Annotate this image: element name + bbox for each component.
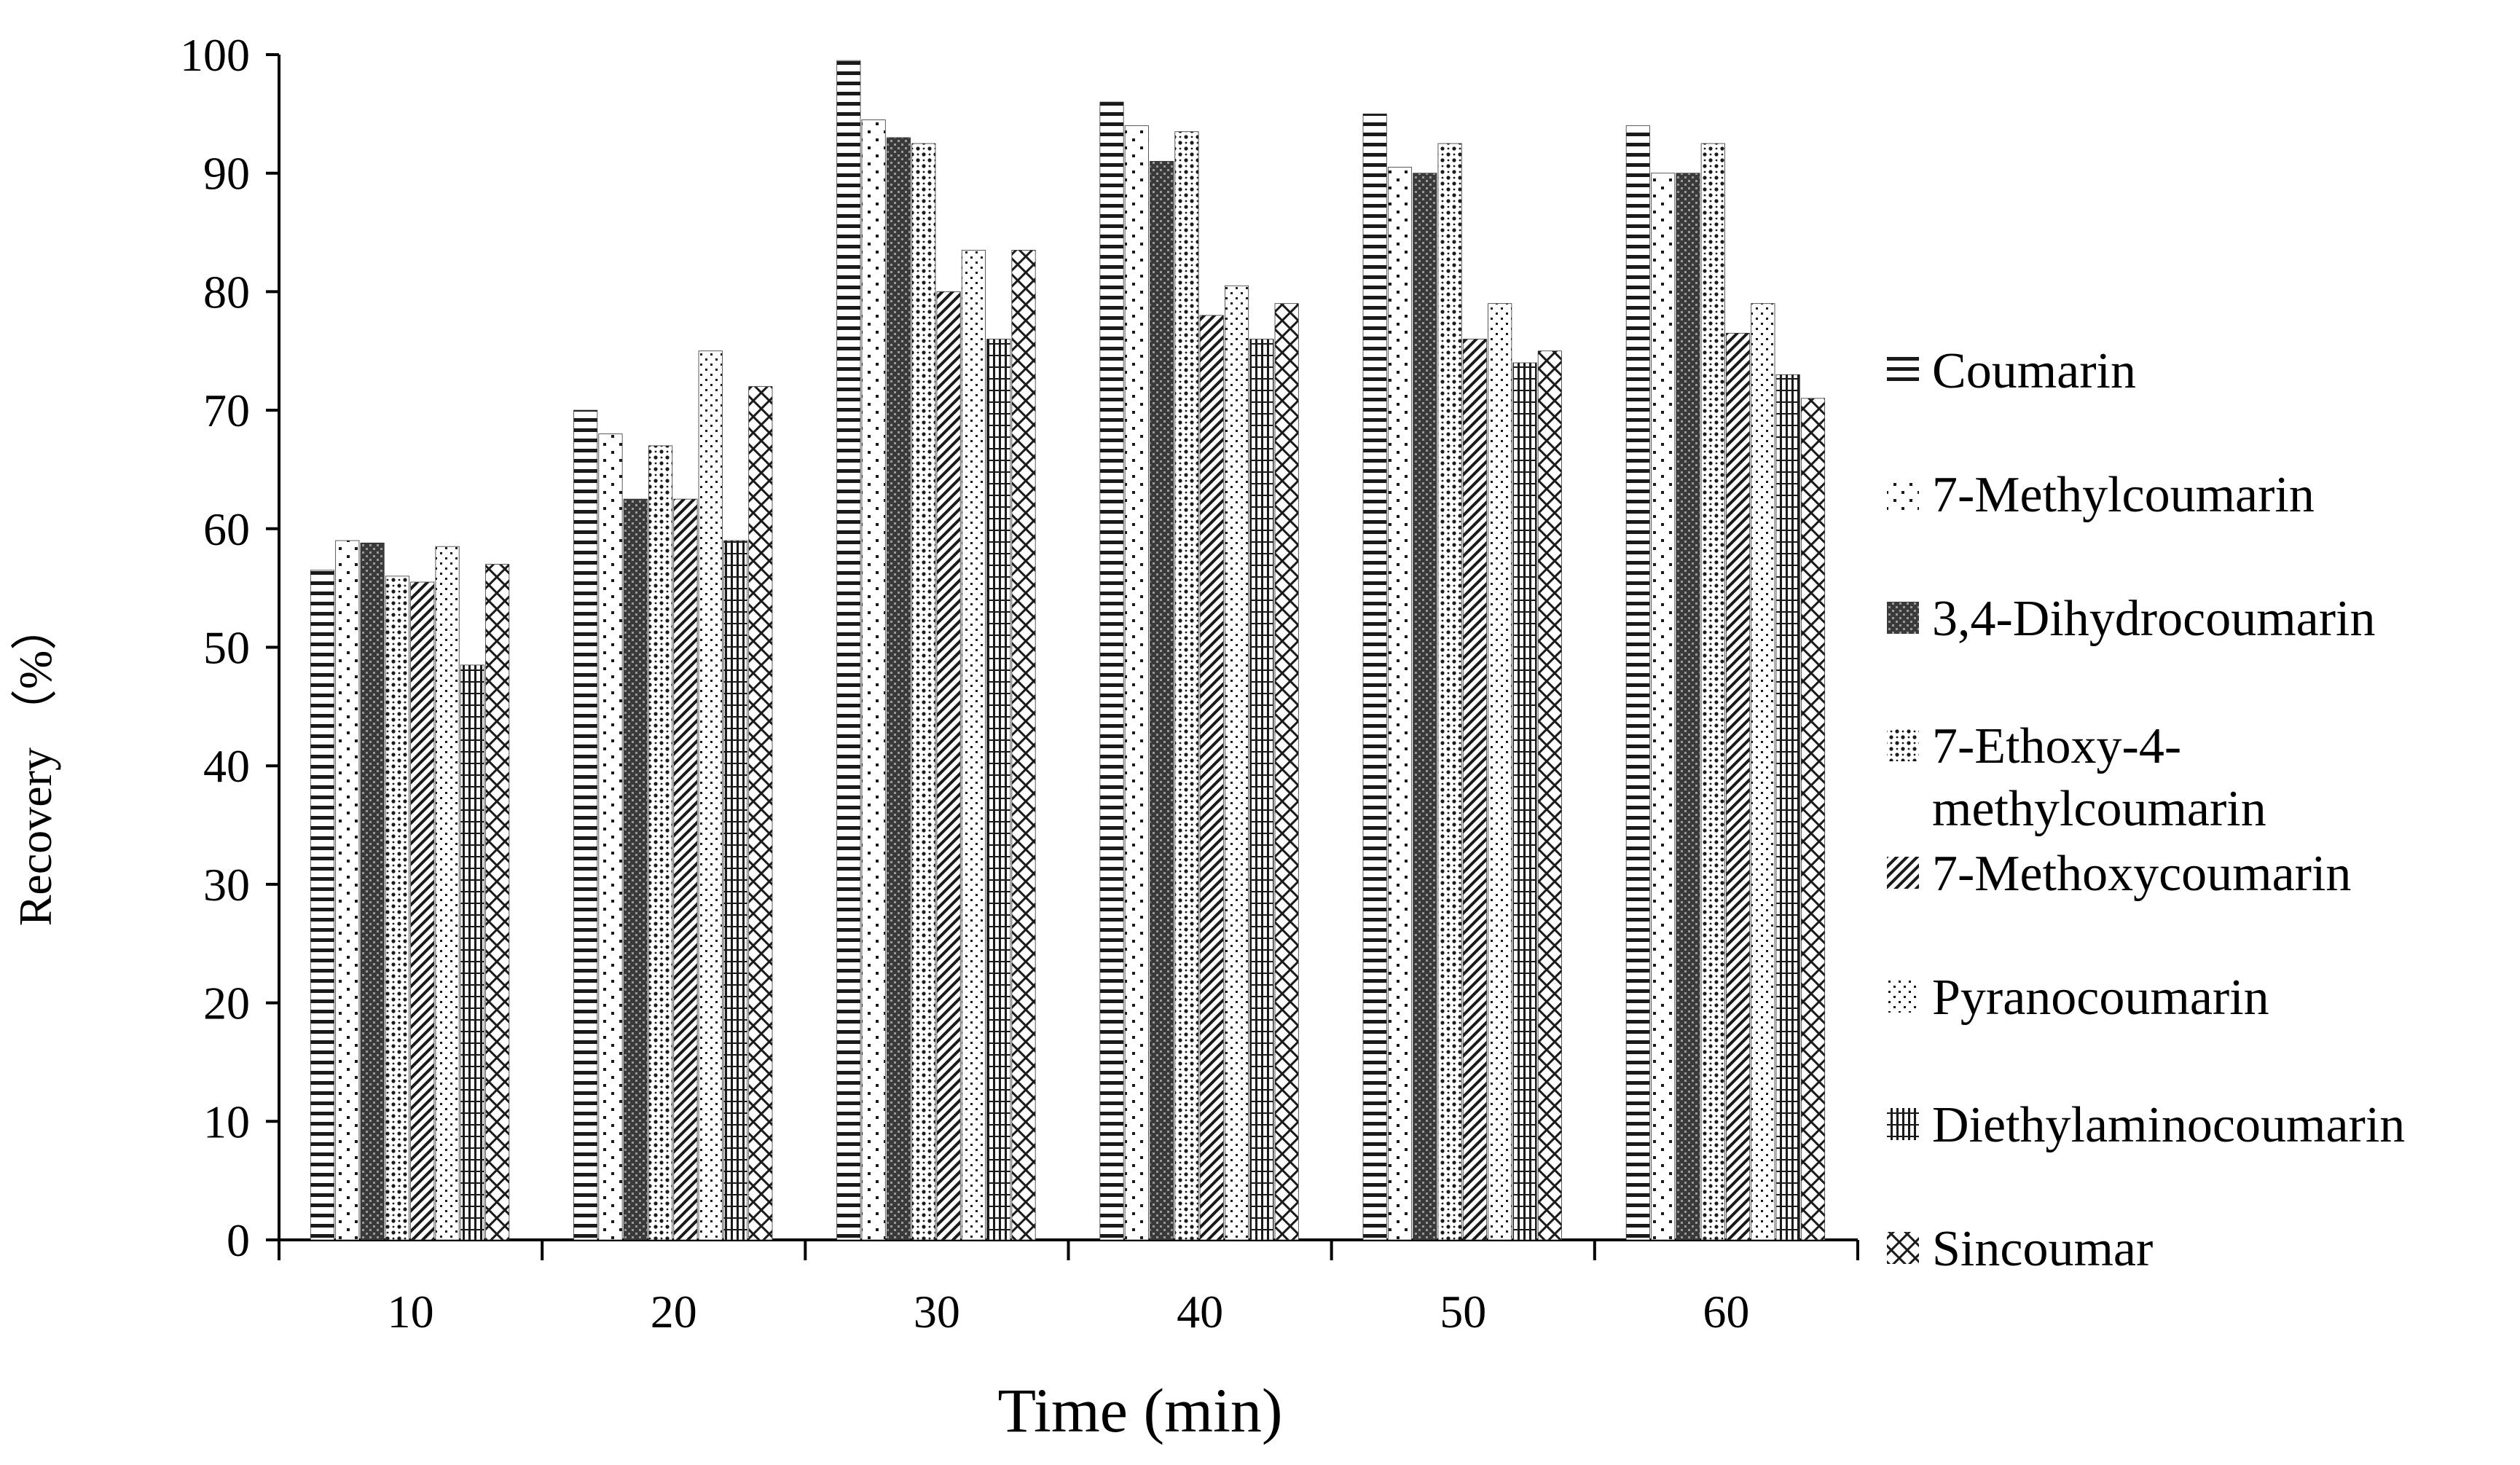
legend-label-7-ethoxy-4-methylcoumarin: 7-Ethoxy-4-methylcoumarin: [1932, 718, 2266, 837]
y-tick-label: 50: [203, 622, 250, 674]
bar-7-methoxycoumarin-50: [1462, 339, 1487, 1241]
y-tick-label: 40: [203, 740, 250, 792]
y-tick-label: 20: [203, 978, 250, 1029]
y-tick-label: 0: [227, 1214, 250, 1266]
x-tick-label: 60: [1703, 1286, 1749, 1338]
bar-7-methylcoumarin-50: [1387, 167, 1413, 1241]
bar-7-methoxycoumarin-20: [673, 498, 698, 1241]
bar-coumarin-40: [1099, 101, 1124, 1241]
y-axis: 0 10 20 30 40 50 60 70 80 90 100: [180, 29, 280, 1266]
y-tick-label: 30: [203, 859, 250, 911]
bar-7-methylcoumarin-30: [861, 119, 886, 1241]
bar-3-4-dihydrocoumarin-30: [886, 137, 911, 1241]
legend: Coumarin 7-Methylcoumarin 3,4-Dihydrocouma…: [1887, 343, 2405, 1277]
legend-swatch-3-4-dihydrocoumarin: [1887, 602, 1919, 634]
bar-sincoumar-30: [1011, 250, 1036, 1241]
legend-label-sincoumar: Sincoumar: [1932, 1221, 2153, 1277]
bar-3-4-dihydrocoumarin-20: [623, 498, 648, 1241]
bar-sincoumar-20: [748, 386, 773, 1241]
legend-label-diethylaminocoumarin: Diethylaminocoumarin: [1932, 1097, 2405, 1153]
bar-sincoumar-40: [1274, 303, 1299, 1241]
bar-7-ethoxy-4-methylcoumarin-30: [911, 143, 936, 1241]
bar-7-ethoxy-4-methylcoumarin-60: [1700, 143, 1725, 1241]
bar-pyranocoumarin-10: [435, 546, 460, 1241]
y-tick-label: 100: [180, 29, 250, 81]
bar-pyranocoumarin-50: [1488, 303, 1512, 1241]
bar-diethylaminocoumarin-30: [986, 339, 1011, 1241]
bar-coumarin-10: [310, 570, 335, 1241]
y-tick-label: 10: [203, 1096, 250, 1147]
legend-swatch-coumarin: [1887, 354, 1919, 386]
bar-coumarin-60: [1625, 125, 1650, 1241]
y-tick-label: 80: [203, 266, 250, 318]
bar-pyranocoumarin-30: [961, 250, 986, 1241]
bar-pyranocoumarin-40: [1224, 285, 1249, 1241]
bar-7-methylcoumarin-10: [335, 540, 360, 1241]
bar-7-methoxycoumarin-30: [936, 291, 961, 1241]
bar-3-4-dihydrocoumarin-50: [1413, 173, 1437, 1241]
bar-7-ethoxy-4-methylcoumarin-40: [1174, 131, 1199, 1241]
bar-sincoumar-50: [1537, 350, 1562, 1241]
legend-label-7-methylcoumarin: 7-Methylcoumarin: [1932, 467, 2315, 523]
x-tick-label: 20: [651, 1286, 697, 1338]
bar-7-methylcoumarin-60: [1651, 173, 1676, 1241]
bar-coumarin-30: [836, 60, 861, 1241]
bar-diethylaminocoumarin-40: [1249, 339, 1274, 1241]
bar-diethylaminocoumarin-50: [1512, 362, 1537, 1241]
x-tick-label: 40: [1177, 1286, 1223, 1338]
legend-swatch-diethylaminocoumarin: [1887, 1108, 1919, 1140]
bar-7-methoxycoumarin-40: [1199, 315, 1224, 1241]
bar-diethylaminocoumarin-10: [460, 664, 484, 1241]
bar-7-methoxycoumarin-60: [1726, 332, 1751, 1241]
y-axis-title: Recovery （%）: [9, 604, 61, 927]
bar-7-methylcoumarin-40: [1124, 125, 1149, 1241]
y-tick-label: 70: [203, 385, 250, 436]
x-tick-label: 50: [1440, 1286, 1486, 1338]
x-tick-label: 10: [388, 1286, 434, 1338]
legend-swatch-pyranocoumarin: [1887, 981, 1919, 1013]
legend-swatch-7-methylcoumarin: [1887, 478, 1919, 510]
bar-sincoumar-10: [485, 564, 510, 1241]
bar-7-ethoxy-4-methylcoumarin-10: [385, 576, 409, 1241]
bar-sincoumar-60: [1800, 398, 1826, 1241]
bar-3-4-dihydrocoumarin-10: [360, 542, 385, 1241]
legend-label-pyranocoumarin: Pyranocoumarin: [1932, 970, 2269, 1026]
bar-coumarin-50: [1362, 113, 1387, 1241]
legend-swatch-7-methoxycoumarin: [1887, 857, 1919, 889]
x-axis: 10 20 30 40 50 60: [278, 1238, 1859, 1338]
bar-3-4-dihydrocoumarin-60: [1676, 173, 1700, 1241]
y-tick-label: 60: [203, 503, 250, 555]
bar-pyranocoumarin-60: [1751, 303, 1775, 1241]
bar-3-4-dihydrocoumarin-40: [1150, 161, 1174, 1241]
bar-diethylaminocoumarin-60: [1775, 374, 1800, 1241]
bar-7-methoxycoumarin-10: [410, 581, 435, 1241]
bar-coumarin-20: [573, 409, 598, 1241]
legend-label-3-4-dihydrocoumarin: 3,4-Dihydrocoumarin: [1932, 591, 2375, 647]
legend-swatch-sincoumar: [1887, 1232, 1919, 1264]
bar-pyranocoumarin-20: [698, 350, 723, 1241]
bar-7-ethoxy-4-methylcoumarin-50: [1437, 143, 1462, 1241]
x-axis-title: Time (min): [997, 1375, 1282, 1445]
legend-swatch-7-ethoxy-4-methylcoumarin: [1887, 729, 1919, 761]
bar-7-ethoxy-4-methylcoumarin-20: [648, 445, 673, 1241]
bar-7-methylcoumarin-20: [598, 433, 623, 1241]
legend-label-7-methoxycoumarin: 7-Methoxycoumarin: [1932, 846, 2351, 902]
legend-label-coumarin: Coumarin: [1932, 343, 2136, 399]
bar-series-group: [310, 60, 1826, 1241]
x-tick-label: 30: [914, 1286, 960, 1338]
bar-diethylaminocoumarin-20: [723, 540, 748, 1241]
y-tick-label: 90: [203, 148, 250, 200]
